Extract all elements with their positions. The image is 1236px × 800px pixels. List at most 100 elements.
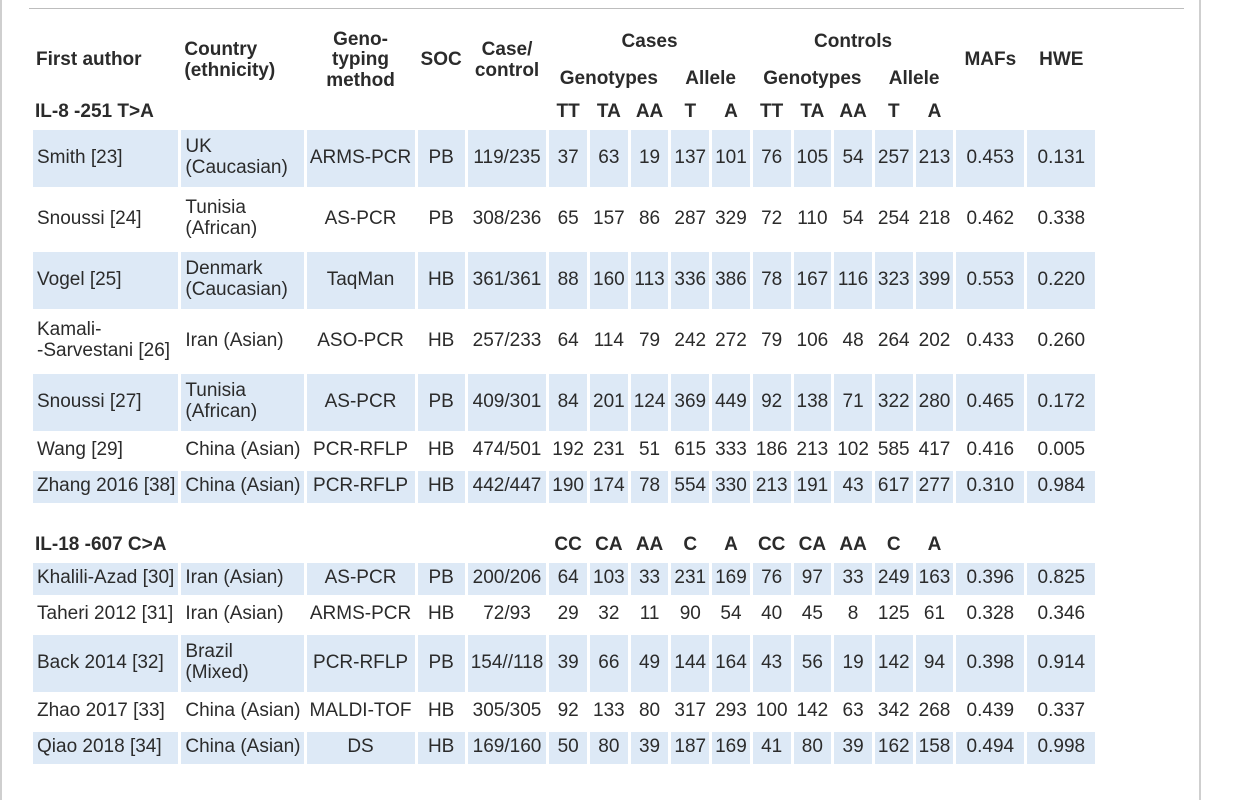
count-cell: 268 <box>918 700 951 722</box>
count-cell: 399 <box>915 251 954 309</box>
author-cell: Smith [23] <box>33 129 179 187</box>
table-row: Snoussi [27] Tunisia (African) AS-PCR PB 409/… <box>33 373 1096 431</box>
table-row: Khalili-Azad [30] Iran (Asian) AS-PCR PB 200… <box>33 562 1096 595</box>
author-line: -Sarvestani [26] <box>37 340 171 362</box>
count-cell: 64 <box>549 562 587 595</box>
count-cell: 61 <box>923 603 946 625</box>
soc-cell: HB <box>417 251 465 309</box>
count-cell: 92 <box>752 373 791 431</box>
hwe-cell: 0.346 <box>1037 603 1086 625</box>
count-cell: 272 <box>715 329 747 351</box>
country-line: Iran (Asian) <box>185 329 284 351</box>
count-cell: 191 <box>793 470 832 503</box>
count-cell: 116 <box>834 251 872 309</box>
empty-cell <box>1027 533 1095 559</box>
count-cell: 187 <box>671 731 710 764</box>
soc-cell: HB <box>417 470 465 503</box>
soc-cell: PB <box>428 207 454 229</box>
header-hwe: HWE <box>1039 49 1084 71</box>
method-cell: ARMS-PCR <box>309 603 412 625</box>
top-rule <box>29 8 1184 9</box>
soc-cell: PB <box>417 129 465 187</box>
soc-cell: HB <box>427 603 455 625</box>
count-cell: 124 <box>630 373 669 431</box>
table-row: Zhao 2017 [33] China (Asian) MALDI-TOF HB 30… <box>33 696 1095 728</box>
spacer-cell <box>33 507 1095 529</box>
count-cell: 201 <box>590 373 628 431</box>
count-cell: 103 <box>590 562 628 595</box>
count-cell: 76 <box>752 562 791 595</box>
count-cell: 202 <box>918 329 951 351</box>
count-cell: 417 <box>918 439 951 461</box>
count-cell: 322 <box>874 373 913 431</box>
count-cell: 160 <box>590 251 628 309</box>
count-cell: 76 <box>752 129 791 187</box>
count-cell: 257 <box>874 129 913 187</box>
maf-cell: 0.310 <box>956 470 1025 503</box>
count-cell: 97 <box>793 562 832 595</box>
table-header: First author Country (ethnicity) Geno- t… <box>33 26 1095 96</box>
maf-cell: 0.439 <box>966 700 1015 722</box>
hwe-cell: 0.998 <box>1027 731 1096 764</box>
hwe-cell: 0.825 <box>1027 562 1096 595</box>
country-line: China (Asian) <box>185 439 301 461</box>
count-cell: 19 <box>834 634 872 692</box>
count-cell: 29 <box>557 603 579 625</box>
count-cell: 8 <box>847 603 859 625</box>
case-control-cell: 308/236 <box>472 207 542 229</box>
count-cell: 43 <box>752 634 791 692</box>
count-cell: 88 <box>549 251 587 309</box>
header-mafs: MAFs <box>964 49 1017 71</box>
genotype-label: A <box>724 101 738 123</box>
count-cell: 336 <box>671 251 710 309</box>
count-cell: 386 <box>712 251 750 309</box>
count-cell: 79 <box>638 329 661 351</box>
maf-cell: 0.396 <box>956 562 1025 595</box>
author-line: Kamali- <box>37 319 102 341</box>
count-cell: 137 <box>671 129 710 187</box>
maf-cell: 0.328 <box>966 603 1015 625</box>
count-cell: 39 <box>630 731 669 764</box>
genotype-label: AA <box>635 534 664 556</box>
count-cell: 56 <box>793 634 832 692</box>
genotype-label: C <box>886 534 901 556</box>
count-cell: 40 <box>761 603 783 625</box>
hwe-cell: 0.984 <box>1027 470 1096 503</box>
maf-cell: 0.453 <box>956 129 1025 187</box>
table-row: Smith [23] UK (Caucasian) ARMS-PCR PB 119/235… <box>33 129 1096 187</box>
count-cell: 106 <box>796 329 829 351</box>
section-title: IL-18 -607 C>A <box>35 534 167 556</box>
count-cell: 167 <box>793 251 832 309</box>
count-cell: 164 <box>712 634 750 692</box>
count-cell: 33 <box>630 562 669 595</box>
count-cell: 242 <box>674 329 707 351</box>
header-first-author: First author <box>36 49 142 71</box>
count-cell: 78 <box>630 470 669 503</box>
count-cell: 287 <box>674 207 707 229</box>
country-cell: China (Asian) <box>181 731 304 764</box>
country-line: Denmark <box>185 258 263 280</box>
genotype-label: A <box>927 534 942 556</box>
country-line: Iran (Asian) <box>185 603 284 625</box>
count-cell: 329 <box>715 207 747 229</box>
count-cell: 43 <box>834 470 872 503</box>
genotype-label: T <box>887 101 900 123</box>
soc-cell: PB <box>417 562 465 595</box>
count-cell: 94 <box>915 634 954 692</box>
author-cell: Kamali- -Sarvestani [26] <box>33 313 178 370</box>
method-cell: ASO-PCR <box>317 329 404 351</box>
author-cell: Khalili-Azad [30] <box>33 562 179 595</box>
country-line: (African) <box>185 401 258 423</box>
count-cell: 231 <box>671 562 710 595</box>
count-cell: 157 <box>593 207 625 229</box>
count-cell: 105 <box>793 129 832 187</box>
genotype-label: CA <box>798 534 827 556</box>
method-cell: PCR-RFLP <box>313 439 409 461</box>
hwe-cell: 0.220 <box>1027 251 1096 309</box>
count-cell: 45 <box>801 603 823 625</box>
author-cell: Back 2014 [32] <box>33 634 179 692</box>
method-cell: AS-PCR <box>306 373 415 431</box>
hwe-cell: 0.131 <box>1027 129 1096 187</box>
author-cell: Vogel [25] <box>33 251 179 309</box>
count-cell: 615 <box>674 439 707 461</box>
